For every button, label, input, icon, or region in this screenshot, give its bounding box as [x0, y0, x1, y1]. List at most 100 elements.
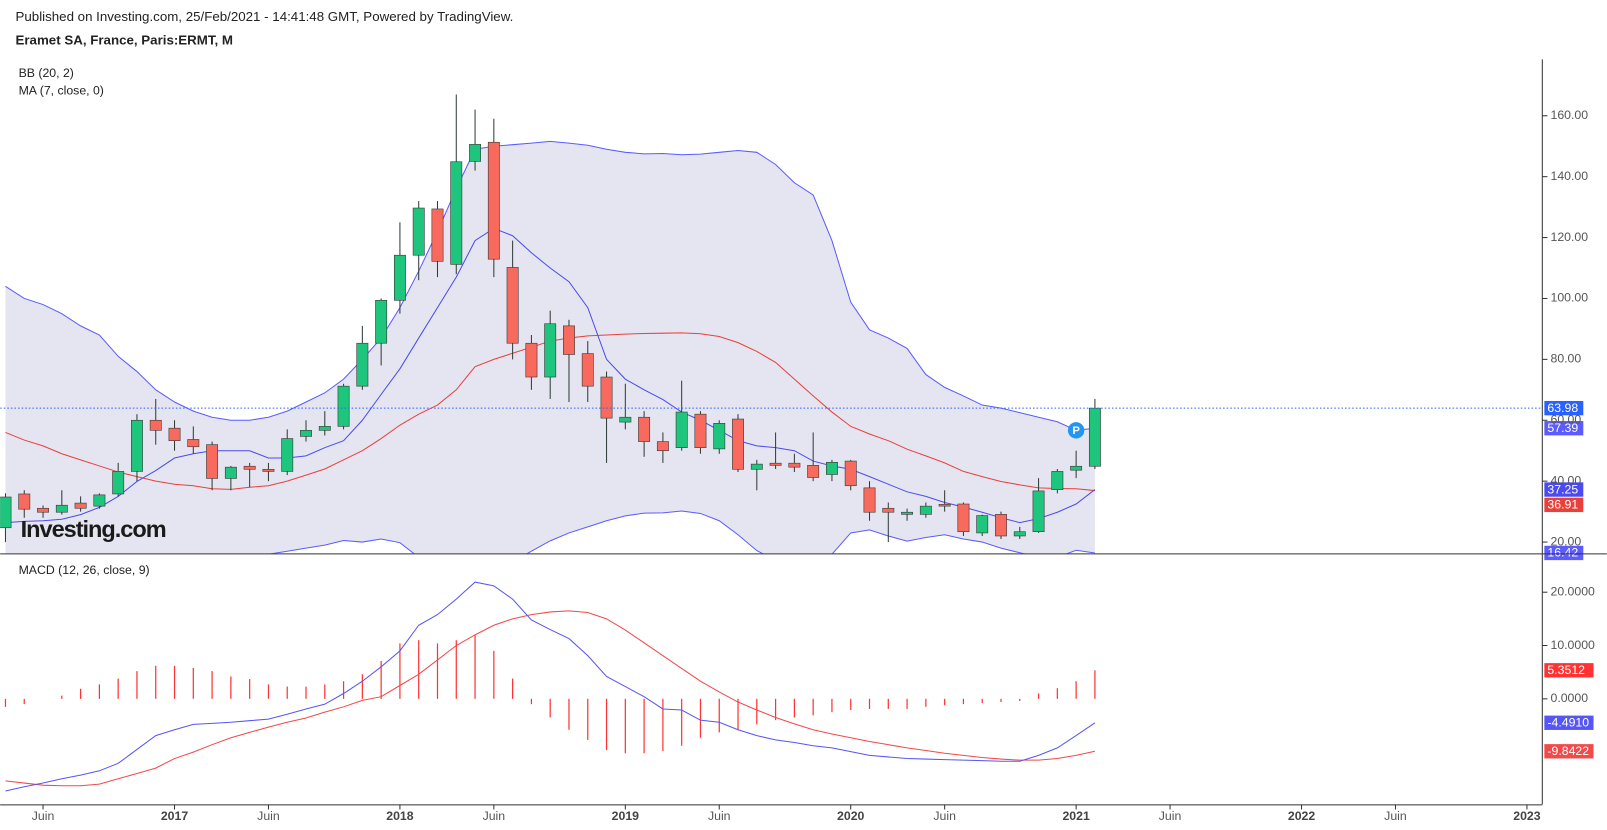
candle-body — [619, 416, 632, 423]
last-value-label: 5.3512 — [1547, 663, 1585, 677]
macd-line — [5, 581, 1096, 792]
candle-body — [262, 468, 275, 472]
candle-body — [675, 411, 688, 448]
y-tick-label: 10.0000 — [1551, 638, 1596, 652]
candle-body — [224, 466, 237, 479]
signal-line — [5, 610, 1096, 787]
last-value-label: 57.39 — [1547, 421, 1578, 435]
x-tick-label: Juin — [708, 809, 731, 823]
x-tick-label: 2019 — [612, 809, 639, 823]
last-value-box — [1544, 663, 1594, 678]
price-plot — [0, 94, 1543, 554]
bb-legend: BB (20, 2) — [19, 66, 74, 80]
x-tick-label: 2020 — [837, 809, 864, 823]
candle-body — [506, 267, 519, 344]
last-value-label: 37.25 — [1547, 482, 1578, 496]
bb-lower — [270, 510, 1095, 554]
x-tick-label: Juin — [933, 809, 956, 823]
last-value-label: -4.4910 — [1547, 716, 1589, 730]
y-tick-label: 40.00 — [1551, 473, 1582, 487]
x-tick-label: Juin — [1159, 809, 1182, 823]
candle-body — [450, 161, 463, 265]
candle-body — [844, 460, 857, 487]
last-value-box — [1544, 744, 1594, 759]
y-tick-label: 20.0000 — [1551, 584, 1596, 598]
candle-body — [938, 504, 951, 507]
last-value-label: 16.42 — [1547, 546, 1578, 560]
candle-body — [93, 494, 106, 507]
candle-body — [976, 515, 989, 534]
candle-body — [901, 511, 914, 515]
candle-body — [168, 427, 181, 441]
candle-body — [826, 461, 838, 475]
last-value-box — [1544, 421, 1584, 436]
candle-body — [149, 419, 162, 431]
last-value-box — [1544, 482, 1584, 497]
x-tick-label: 2021 — [1062, 809, 1089, 823]
candle-body — [487, 141, 500, 260]
last-value-label: 36.91 — [1547, 498, 1578, 512]
last-value-box — [1544, 715, 1594, 730]
candle-body — [995, 514, 1007, 537]
candle-body — [600, 376, 613, 419]
candle-body — [0, 496, 12, 529]
candle-body — [300, 430, 312, 437]
x-tick-label: Juin — [257, 809, 280, 823]
candle-body — [732, 418, 744, 470]
published-note: Published on Investing.com, 25/Feb/2021 … — [16, 9, 514, 24]
candle-body — [55, 504, 68, 513]
candle-body — [656, 441, 669, 452]
candle-body — [375, 299, 388, 344]
y-tick-label: 120.00 — [1551, 230, 1589, 244]
candle-body — [1070, 465, 1083, 471]
x-tick-label: Juin — [483, 809, 506, 823]
x-tick-label: Juin — [1384, 809, 1407, 823]
y-tick-label: 60.00 — [1551, 413, 1582, 427]
candle-body — [131, 419, 143, 472]
last-value-box — [1544, 400, 1584, 416]
y-tick-label: 0.0000 — [1551, 691, 1589, 705]
ma-line — [5, 227, 1096, 524]
candle-body — [18, 493, 31, 510]
y-tick-label: 160.00 — [1551, 108, 1589, 122]
candle-body — [281, 438, 294, 472]
marker-text: P — [1072, 425, 1080, 437]
candle-body — [74, 502, 87, 509]
marker-icon — [1067, 422, 1085, 439]
candle-body — [1088, 407, 1101, 467]
last-value-box — [1544, 497, 1584, 513]
candle-body — [187, 439, 200, 448]
candle-body — [337, 385, 350, 427]
macd-plot — [4, 581, 1096, 792]
last-value-label: -9.8422 — [1547, 744, 1589, 758]
x-tick-label: Juin — [32, 809, 55, 823]
candle-body — [525, 342, 538, 378]
candle-body — [206, 444, 219, 479]
x-tick-label: 2018 — [386, 809, 413, 823]
x-tick-label: 2023 — [1513, 809, 1540, 823]
candle-body — [1032, 490, 1045, 533]
candle-body — [431, 208, 444, 262]
y-tick-label: 20.00 — [1551, 534, 1582, 548]
candle-body — [638, 416, 651, 442]
y-tick-label: 80.00 — [1551, 352, 1582, 366]
candle-body — [713, 423, 726, 450]
ma-legend: MA (7, close, 0) — [19, 83, 104, 97]
candle-body — [882, 507, 895, 513]
candle-body — [544, 323, 557, 378]
candle-body — [581, 353, 594, 387]
last-value-label: 63.98 — [1547, 401, 1578, 415]
overlay: P 63.98 57.39 37.25 36.91 16.42 5.3512 -4.4910 -… — [1067, 400, 1594, 759]
symbol-title: Eramet SA, France, Paris:ERMT, M — [16, 33, 234, 48]
candle-body — [243, 465, 256, 470]
candle-body — [393, 254, 406, 301]
candle-body — [37, 507, 49, 513]
candle-body — [412, 207, 425, 256]
candle-body — [788, 462, 801, 468]
candle-body — [863, 487, 876, 513]
candle-body — [919, 505, 932, 515]
x-tick-label: 2022 — [1288, 809, 1315, 823]
candle-body — [1013, 531, 1026, 537]
